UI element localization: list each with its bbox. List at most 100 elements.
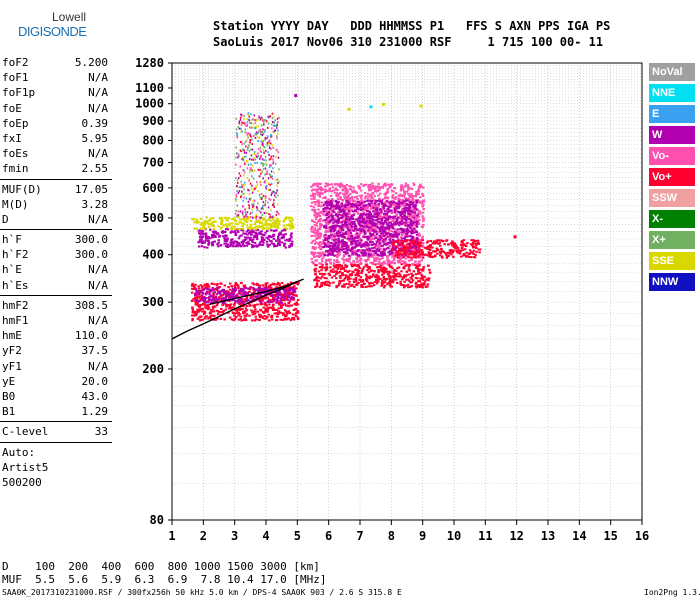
echo-point: [421, 276, 425, 279]
echo-point: [400, 254, 404, 257]
echo-point: [391, 238, 395, 241]
echo-point: [312, 230, 315, 233]
echo-point: [210, 224, 214, 227]
echo-point: [333, 191, 337, 194]
echo-point: [376, 213, 380, 216]
echo-point: [216, 282, 219, 285]
echo-point: [245, 224, 249, 227]
echo-point: [191, 218, 194, 221]
echo-point: [361, 279, 364, 282]
echo-point: [420, 282, 424, 285]
echo-point: [263, 286, 266, 289]
header-line-2: SaoLuis 2017 Nov06 310 231000 RSF 1 715 …: [213, 35, 604, 49]
echo-point: [259, 294, 263, 297]
echo-point: [251, 282, 254, 285]
echo-point: [317, 276, 320, 279]
echo-point: [219, 317, 223, 320]
echo-point: [328, 273, 331, 276]
echo-point: [353, 250, 357, 253]
echo-point: [459, 250, 462, 253]
echo-point: [395, 222, 399, 225]
echo-point: [263, 287, 266, 290]
echo-point: [205, 290, 209, 293]
echo-point: [397, 233, 401, 236]
echo-point: [347, 225, 350, 228]
echo-point: [318, 266, 322, 269]
echo-point: [349, 227, 352, 230]
echo-point: [343, 283, 346, 286]
echo-point: [368, 185, 371, 188]
echo-point: [359, 221, 363, 224]
echo-point: [349, 192, 352, 195]
param-value: 0.39: [81, 116, 109, 130]
echo-point: [255, 288, 258, 291]
echo-point: [412, 231, 416, 234]
echo-point: [419, 183, 422, 186]
echo-point: [323, 244, 327, 247]
echo-point: [283, 295, 287, 298]
echo-point: [397, 254, 400, 257]
echo-point: [395, 217, 399, 220]
echo-point: [407, 273, 410, 276]
echo-point: [261, 243, 265, 246]
echo-point: [284, 286, 288, 289]
echo-point: [277, 291, 281, 294]
x-tick-label: 14: [572, 529, 586, 543]
echo-point: [364, 236, 367, 239]
x-tick-label: 8: [388, 529, 395, 543]
echo-point: [286, 283, 290, 286]
echo-point: [399, 189, 403, 192]
echo-point: [310, 219, 314, 222]
echo-point: [392, 272, 395, 275]
echo-point: [211, 287, 215, 290]
echo-point: [376, 257, 379, 260]
echo-point: [223, 291, 227, 294]
echo-point: [243, 300, 247, 303]
echo-point: [214, 318, 217, 321]
echo-point: [257, 290, 260, 293]
echo-point: [451, 249, 455, 252]
echo-point: [415, 239, 419, 242]
echo-point: [392, 248, 395, 251]
echo-point: [395, 275, 398, 278]
echo-point: [353, 240, 356, 243]
echo-point: [381, 263, 384, 266]
echo-point: [273, 308, 276, 311]
echo-point: [393, 261, 397, 264]
echo-point: [337, 243, 340, 246]
echo-point: [316, 199, 320, 202]
echo-point: [323, 203, 326, 206]
echo-point: [350, 197, 354, 200]
echo-point: [456, 246, 460, 249]
echo-point: [362, 235, 365, 238]
echo-point: [378, 227, 381, 230]
echo-point: [380, 201, 383, 204]
echo-point: [357, 187, 361, 190]
echo-point: [382, 272, 385, 275]
echo-point: [411, 198, 414, 201]
echo-point: [311, 240, 315, 243]
echo-point: [320, 269, 323, 272]
echo-point: [326, 216, 329, 219]
echo-point: [417, 187, 421, 190]
echo-point: [249, 219, 253, 222]
echo-point: [230, 244, 234, 247]
echo-point: [319, 225, 323, 228]
echo-point: [199, 217, 203, 220]
param-value: 37.5: [81, 344, 109, 358]
echo-point: [393, 268, 396, 271]
echo-point: [456, 250, 459, 253]
echo-point: [207, 291, 211, 294]
echo-point: [340, 205, 344, 208]
echo-point: [241, 183, 243, 186]
echo-point: [211, 223, 215, 226]
echo-point: [369, 232, 372, 235]
echo-point: [356, 207, 359, 210]
echo-point: [237, 216, 240, 219]
echo-point: [428, 248, 432, 251]
echo-point: [327, 204, 331, 207]
echo-point: [421, 267, 425, 270]
echo-point: [273, 300, 276, 303]
echo-point: [415, 236, 419, 239]
echo-point: [282, 288, 285, 291]
